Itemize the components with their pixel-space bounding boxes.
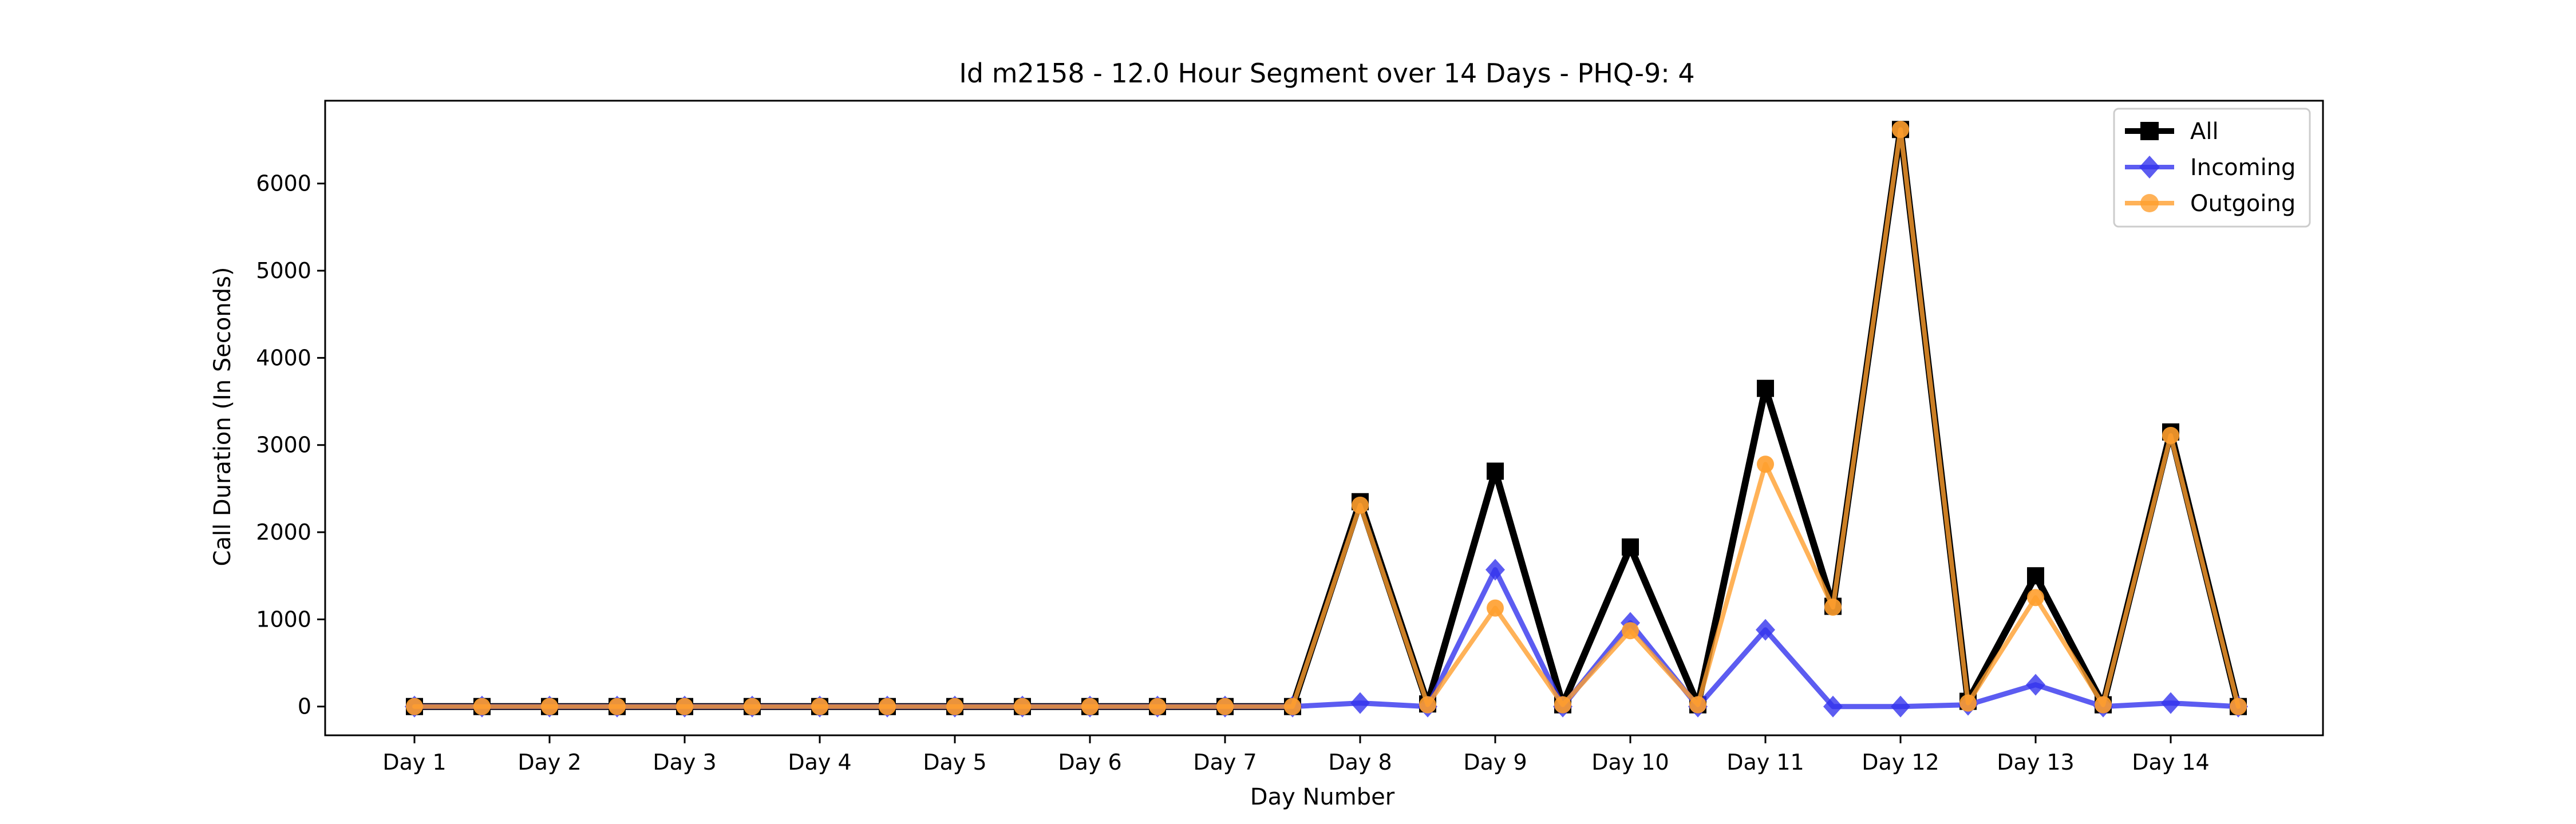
y-tick-label: 2000: [256, 520, 311, 545]
series-line-outgoing: [412, 127, 2241, 709]
series-layer: [405, 121, 2248, 718]
y-tick-label: 3000: [256, 433, 311, 458]
data-point-outgoing: [1081, 698, 1099, 715]
data-point-outgoing: [1419, 696, 1436, 714]
data-point-incoming: [1485, 558, 1505, 581]
y-tick-label: 4000: [256, 345, 311, 370]
data-point-outgoing: [2095, 696, 2112, 714]
data-point-outgoing: [1284, 698, 1301, 715]
legend-box: [2113, 108, 2311, 228]
x-tick-label: Day 1: [382, 750, 446, 775]
y-axis: 0 1000 2000 3000 4000 5000 6000: [256, 171, 325, 719]
x-tick-label: Day 8: [1328, 750, 1392, 775]
legend-label-outgoing: Outgoing: [2190, 191, 2296, 217]
y-tick-label: 6000: [256, 171, 311, 196]
data-point-outgoing: [1757, 455, 1774, 473]
data-point-outgoing: [811, 698, 828, 715]
legend-entry-incoming: Incoming: [2125, 154, 2296, 181]
data-point-outgoing: [1689, 696, 1706, 714]
legend-label-all: All: [2190, 118, 2219, 145]
data-point-outgoing: [1216, 698, 1234, 715]
data-point-outgoing: [1554, 696, 1571, 714]
data-point-outgoing: [1892, 121, 1909, 138]
plot-frame: [324, 100, 2324, 736]
data-point-outgoing: [1487, 599, 1504, 617]
x-axis: Day 1 Day 2 Day 3 Day 4 Day 5 Day 6 Day 7 Day 8…: [382, 735, 2210, 775]
data-point-outgoing: [1959, 694, 1977, 712]
x-tick-label: Day 5: [923, 750, 986, 775]
x-tick-label: Day 2: [517, 750, 581, 775]
y-tick-label: 1000: [256, 607, 311, 632]
legend-marker-circle: [2140, 194, 2159, 212]
data-point-outgoing: [541, 698, 558, 715]
legend-label-incoming: Incoming: [2190, 154, 2296, 181]
data-point-outgoing: [2162, 426, 2179, 444]
y-tick-label: 0: [298, 694, 311, 719]
x-tick-label: Day 10: [1591, 750, 1669, 775]
x-tick-label: Day 4: [788, 750, 851, 775]
data-point-outgoing: [1824, 599, 1842, 616]
data-point-incoming: [1823, 695, 1843, 718]
x-tick-label: Day 12: [1862, 750, 1939, 775]
legend: All Incoming Outgoing: [2113, 108, 2311, 228]
y-tick-label: 5000: [256, 258, 311, 283]
data-point-outgoing: [1622, 622, 1639, 640]
data-point-outgoing: [609, 698, 626, 715]
data-point-all: [1757, 379, 1774, 397]
data-point-outgoing: [1014, 698, 1031, 715]
x-tick-label: Day 9: [1463, 750, 1527, 775]
data-point-outgoing: [406, 698, 423, 715]
data-point-outgoing: [676, 698, 693, 715]
data-point-outgoing: [2027, 589, 2044, 607]
x-axis-title: Day Number: [1250, 784, 1395, 810]
legend-entry-all: All: [2125, 118, 2219, 145]
data-point-incoming: [1891, 695, 1910, 718]
x-tick-label: Day 13: [1997, 750, 2074, 775]
y-axis-title: Call Duration (In Seconds): [210, 267, 236, 566]
x-tick-label: Day 7: [1193, 750, 1257, 775]
data-point-incoming: [2026, 674, 2045, 696]
legend-entry-outgoing: Outgoing: [2125, 191, 2296, 217]
data-point-all: [1622, 538, 1639, 556]
data-point-all: [2027, 567, 2044, 585]
legend-marker-square: [2140, 122, 2159, 140]
chart-title: Id m2158 - 12.0 Hour Segment over 14 Day…: [959, 58, 1694, 89]
legend-marker-diamond: [2139, 156, 2160, 179]
x-tick-label: Day 11: [1726, 750, 1804, 775]
data-point-outgoing: [1352, 496, 1369, 514]
data-point-all: [1487, 462, 1504, 480]
data-point-outgoing: [473, 698, 491, 715]
data-point-incoming: [1756, 619, 1775, 641]
data-point-incoming: [1350, 692, 1370, 714]
x-tick-label: Day 6: [1058, 750, 1121, 775]
data-point-outgoing: [1149, 698, 1166, 715]
x-tick-label: Day 14: [2132, 750, 2209, 775]
data-point-outgoing: [2230, 698, 2247, 715]
data-point-outgoing: [879, 698, 896, 715]
data-point-outgoing: [744, 698, 761, 715]
x-tick-label: Day 3: [653, 750, 716, 775]
data-point-outgoing: [946, 698, 963, 715]
data-point-incoming: [2161, 692, 2180, 714]
series-outgoing: [406, 121, 2247, 715]
